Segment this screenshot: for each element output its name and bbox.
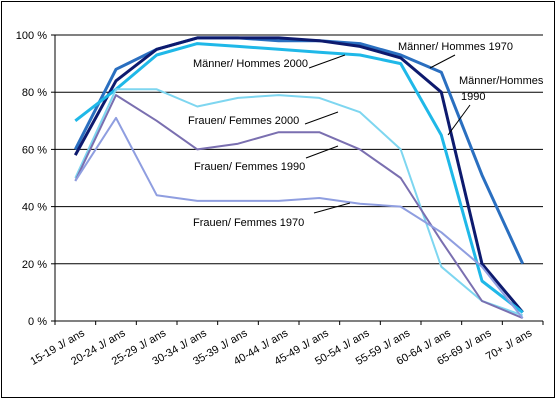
annotation-women-1970: Frauen/ Femmes 1970 bbox=[193, 217, 304, 229]
annotation-women-2000: Frauen/ Femmes 2000 bbox=[188, 115, 299, 127]
annotation-men-1990-b: 1990 bbox=[461, 91, 485, 103]
series-line-2 bbox=[74, 42, 524, 314]
annotation-men-2000: Männer/ Hommes 2000 bbox=[193, 58, 308, 70]
series-line-3 bbox=[74, 88, 524, 317]
annotation-leader-men-1970 bbox=[429, 54, 456, 69]
y-tick-label: 100 % bbox=[16, 30, 47, 42]
annotation-leader-women-2000 bbox=[304, 111, 339, 125]
series-line-1 bbox=[73, 36, 524, 314]
annotation-leader-women-1970 bbox=[313, 202, 351, 214]
annotation-men-1990-a: Männer/Hommes bbox=[459, 75, 544, 87]
annotation-leader-women-1990 bbox=[305, 145, 339, 159]
y-tick-label: 40 % bbox=[22, 202, 47, 214]
series-lines bbox=[73, 36, 525, 320]
series-line-4 bbox=[74, 94, 524, 320]
annotation-women-1990: Frauen/ Femmes 1990 bbox=[194, 161, 305, 173]
series-line-5 bbox=[74, 116, 524, 319]
annotation-leader-men-2000 bbox=[308, 54, 346, 69]
x-tick-label: 70+ J/ ans bbox=[484, 327, 535, 363]
y-tick-label: 60 % bbox=[22, 144, 47, 156]
annotation-leader-men-1990 bbox=[447, 104, 471, 136]
annotations: Männer/ Hommes 1970 Männer/Hommes 1990 M… bbox=[188, 41, 544, 229]
annotation-men-1970: Männer/ Hommes 1970 bbox=[398, 41, 513, 53]
y-axis-ticks: 0 % 20 % 40 % 60 % 80 % 100 % bbox=[16, 30, 55, 328]
y-tick-label: 20 % bbox=[22, 259, 47, 271]
y-tick-label: 0 % bbox=[28, 316, 47, 328]
y-tick-label: 80 % bbox=[22, 87, 47, 99]
